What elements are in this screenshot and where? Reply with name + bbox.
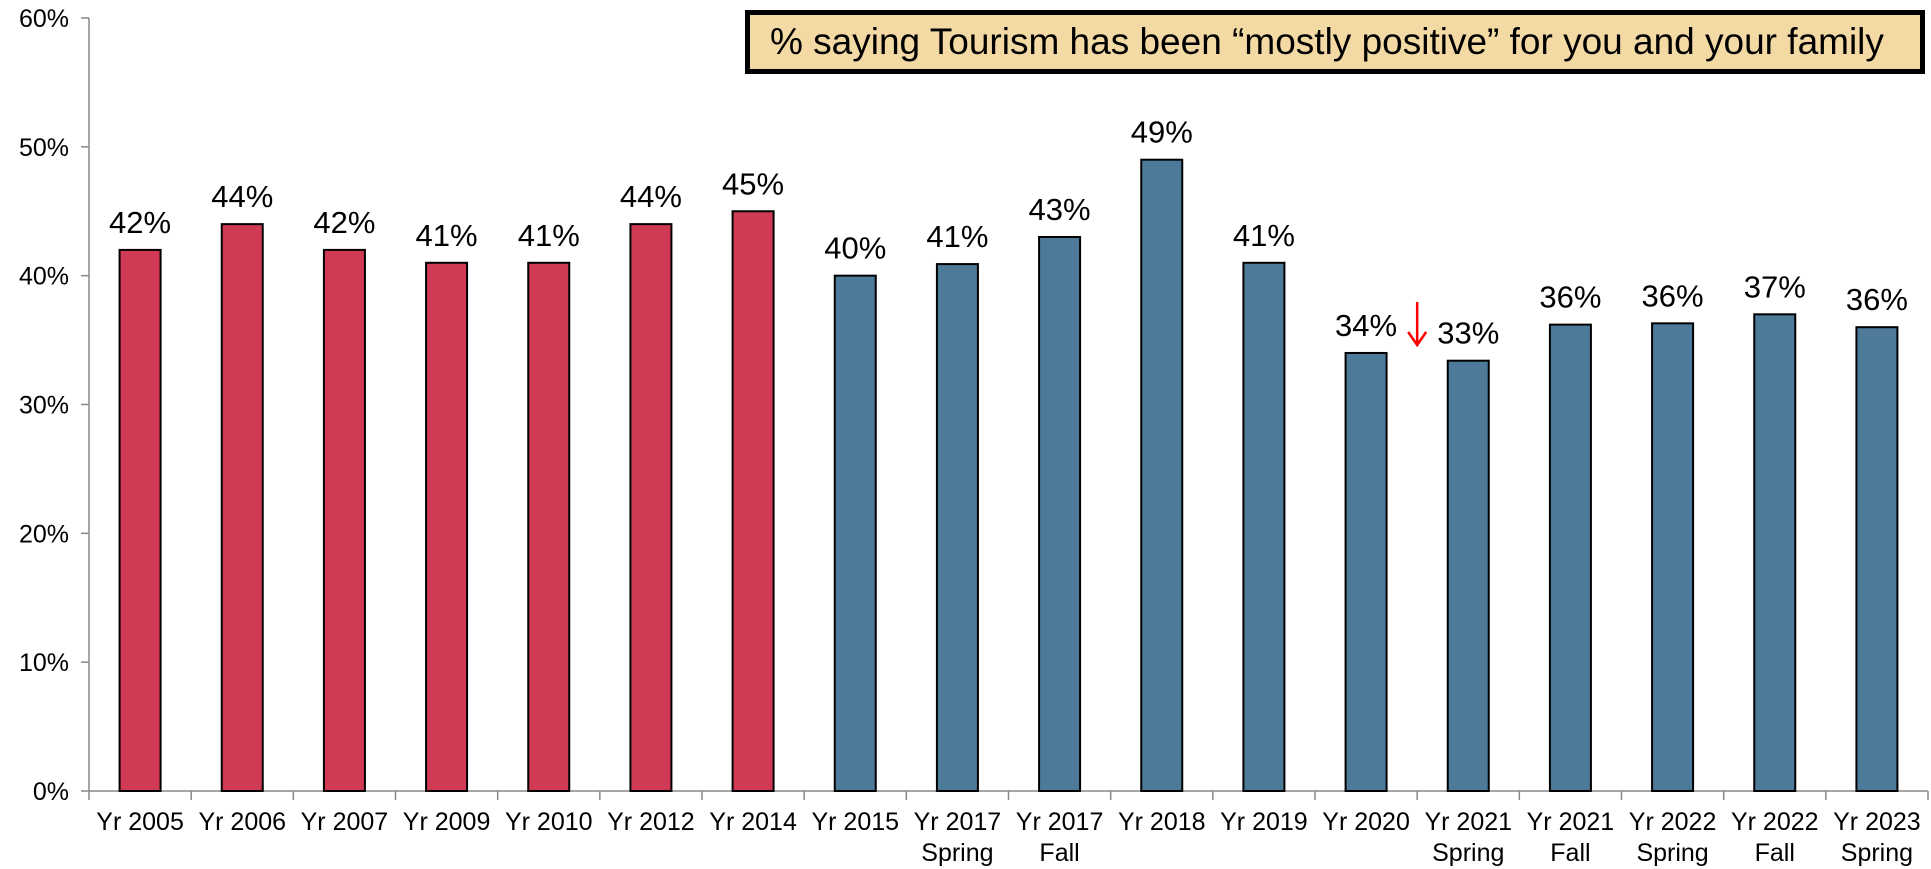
x-tick-label: Yr 2014 [709, 808, 797, 836]
x-tick-label: Yr 2005 [96, 808, 184, 836]
bar [833, 274, 877, 792]
data-label: 40% [824, 231, 886, 266]
x-tick-label: Yr 2023 Spring [1833, 808, 1921, 867]
data-label: 41% [416, 218, 478, 253]
bar [425, 261, 469, 792]
bar [1855, 326, 1899, 792]
bar [1548, 323, 1592, 792]
data-label: 36% [1846, 282, 1908, 317]
data-label: 41% [926, 219, 988, 254]
bar [322, 248, 366, 792]
x-tick-label: Yr 2021 Spring [1424, 808, 1512, 867]
bar [118, 248, 162, 792]
bar [731, 210, 775, 792]
y-tick-label: 30% [19, 392, 69, 420]
bar [1651, 322, 1695, 792]
data-label: 42% [313, 205, 375, 240]
data-label: 41% [1233, 218, 1295, 253]
bar [1242, 261, 1286, 792]
data-label: 36% [1642, 278, 1704, 313]
bar [629, 223, 673, 792]
data-label: 44% [620, 179, 682, 214]
y-tick-label: 20% [19, 520, 69, 548]
bar [1140, 158, 1184, 792]
bar [1344, 351, 1388, 792]
x-tick-label: Yr 2017 Spring [914, 808, 1002, 867]
bar [1753, 313, 1797, 792]
x-tick-label: Yr 2022 Spring [1629, 808, 1717, 867]
data-label: 45% [722, 166, 784, 201]
data-label: 42% [109, 205, 171, 240]
x-tick-label: Yr 2018 [1118, 808, 1206, 836]
down-arrow-head [1407, 331, 1428, 348]
data-label: 41% [518, 218, 580, 253]
bar [527, 261, 571, 792]
x-tick-label: Yr 2021 Fall [1527, 808, 1615, 867]
data-label: 37% [1744, 269, 1806, 304]
x-tick-label: Yr 2010 [505, 808, 593, 836]
data-label: 34% [1335, 308, 1397, 343]
data-label: 49% [1131, 115, 1193, 150]
x-tick-label: Yr 2017 Fall [1016, 808, 1104, 867]
y-tick-label: 60% [19, 5, 69, 33]
chart-title: % saying Tourism has been “mostly positi… [745, 10, 1925, 74]
data-label: 33% [1437, 316, 1499, 351]
x-tick-label: Yr 2020 [1322, 808, 1410, 836]
y-tick-label: 0% [33, 778, 69, 806]
bar [935, 263, 979, 792]
x-tick-label: Yr 2012 [607, 808, 695, 836]
x-tick-label: Yr 2007 [301, 808, 389, 836]
x-tick-label: Yr 2006 [198, 808, 286, 836]
data-label: 36% [1539, 280, 1601, 315]
x-tick-label: Yr 2015 [811, 808, 899, 836]
data-label: 43% [1029, 192, 1091, 227]
x-tick-label: Yr 2022 Fall [1731, 808, 1819, 867]
y-tick-label: 40% [19, 263, 69, 291]
y-tick-label: 50% [19, 134, 69, 162]
x-tick-label: Yr 2019 [1220, 808, 1308, 836]
y-tick-label: 10% [19, 649, 69, 677]
x-tick-label: Yr 2009 [403, 808, 491, 836]
bar [1038, 236, 1082, 792]
data-label: 44% [211, 179, 273, 214]
bar [220, 223, 264, 792]
bar [1446, 359, 1490, 792]
